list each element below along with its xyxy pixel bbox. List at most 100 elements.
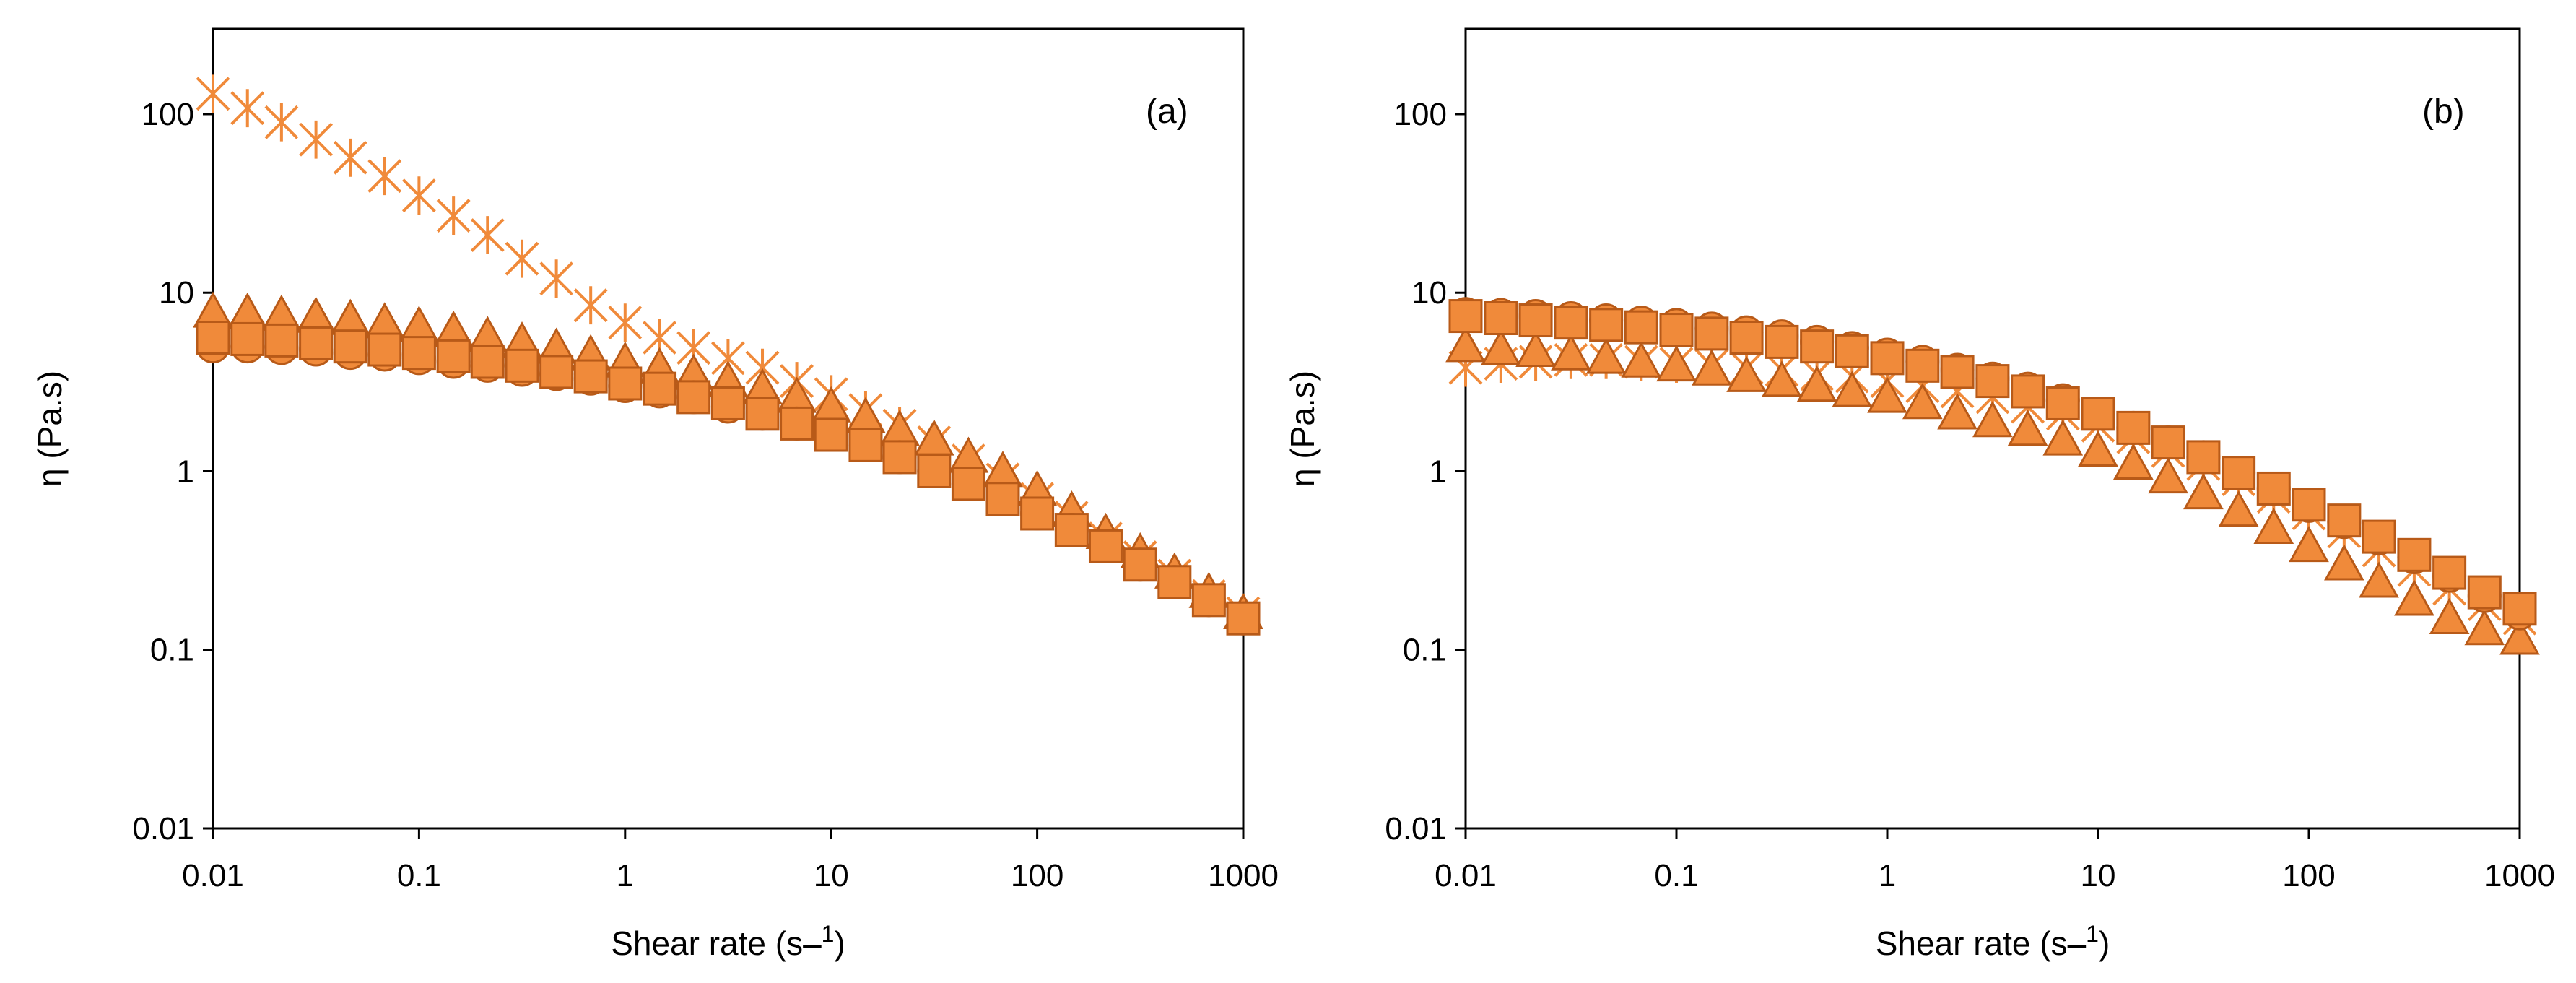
x-tick-label: 1000	[2484, 858, 2555, 893]
data-point-square	[2081, 397, 2115, 431]
y-tick-label: 1	[177, 454, 194, 489]
x-tick-label: 10	[2081, 858, 2116, 893]
data-point-cross-star	[539, 259, 574, 298]
series-square	[196, 320, 1261, 636]
data-point-square	[1020, 496, 1055, 531]
data-point-square	[367, 332, 402, 367]
x-tick-label: 0.1	[1654, 858, 1698, 893]
data-point-square	[196, 320, 230, 355]
data-point-triangle	[1656, 345, 1697, 382]
data-point-square	[1765, 324, 1799, 359]
data-point-square	[1054, 513, 1089, 547]
data-point-square	[608, 366, 643, 401]
data-point-square	[951, 467, 985, 501]
data-points-a	[193, 74, 1263, 636]
data-point-square	[1870, 341, 1905, 376]
y-tick-label: 100	[142, 97, 194, 132]
data-point-cross-star	[299, 120, 334, 159]
data-point-square	[230, 321, 265, 356]
data-point-square	[505, 348, 539, 383]
data-point-square	[676, 380, 711, 415]
data-point-square	[2256, 471, 2291, 506]
data-point-square	[882, 440, 917, 475]
data-point-triangle	[1726, 355, 1767, 392]
x-tick-label: 1000	[1208, 858, 1279, 893]
data-point-square	[2222, 456, 2256, 490]
data-point-square	[333, 329, 367, 364]
x-tick-label: 0.1	[397, 858, 441, 893]
data-point-triangle	[2007, 410, 2048, 446]
y-axis-ticks-a: 0.01 0.1 1 10 100	[132, 97, 213, 846]
x-tick-label: 100	[1011, 858, 1063, 893]
data-point-triangle	[1692, 349, 1732, 386]
data-point-square	[1191, 583, 1226, 618]
data-point-triangle	[2113, 443, 2154, 480]
data-point-square	[1484, 301, 1518, 336]
data-point-triangle	[2078, 430, 2118, 467]
chart-panel-a: 0.01 0.1 1 10 100 0.01 0.1 1 10 100 1000 (a) η (P…	[31, 27, 1279, 962]
data-point-cross-star	[367, 157, 402, 196]
data-point-cross-star	[230, 89, 265, 128]
data-point-square	[401, 336, 436, 371]
data-point-square	[1905, 348, 1940, 383]
data-point-triangle	[1621, 341, 1662, 378]
data-point-square	[2432, 555, 2467, 590]
x-tick-label: 0.01	[1435, 858, 1497, 893]
data-point-cross-star	[608, 303, 643, 342]
data-point-square	[264, 323, 299, 358]
data-points-b	[1445, 297, 2540, 655]
data-point-square	[2397, 537, 2432, 572]
data-point-square	[436, 339, 471, 373]
y-axis-ticks-b: 0.01 0.1 1 10 100	[1385, 97, 1466, 846]
data-point-triangle	[2394, 579, 2434, 616]
data-point-cross-star	[333, 138, 367, 177]
data-point-triangle	[2042, 419, 2084, 456]
y-tick-label: 0.01	[1385, 811, 1447, 846]
data-point-square	[848, 428, 883, 462]
data-point-square	[2362, 519, 2396, 554]
data-point-square	[1694, 316, 1729, 351]
data-point-square	[2116, 410, 2151, 445]
data-point-triangle	[2499, 618, 2540, 655]
data-point-triangle	[2148, 457, 2188, 494]
data-point-cross-star	[505, 239, 539, 278]
data-point-triangle	[1832, 371, 1873, 407]
data-point-square	[917, 454, 952, 488]
data-point-triangle	[1585, 337, 1627, 374]
data-point-square	[2502, 592, 2537, 626]
data-point-square	[745, 397, 780, 431]
data-point-triangle	[1515, 330, 1556, 368]
data-point-triangle	[2289, 525, 2329, 563]
data-point-square	[1659, 313, 1694, 347]
data-point-triangle	[1796, 365, 1837, 402]
data-point-square	[1088, 529, 1123, 563]
data-point-triangle	[2183, 472, 2224, 510]
data-point-cross-star	[264, 103, 299, 142]
data-point-square	[1518, 303, 1553, 338]
x-tick-label: 10	[814, 858, 849, 893]
data-point-cross-star	[436, 196, 471, 235]
data-point-triangle	[1972, 401, 2013, 438]
data-point-square	[814, 417, 848, 452]
data-point-square	[539, 355, 574, 389]
series-square	[1448, 299, 2537, 626]
panel-label-a: (a)	[1146, 92, 1188, 131]
data-point-triangle	[1902, 383, 1943, 420]
panel-label-b: (b)	[2422, 92, 2465, 131]
data-point-triangle	[2253, 507, 2294, 545]
data-point-triangle	[2429, 597, 2470, 634]
data-point-square	[1940, 355, 1975, 389]
y-axis-title-b: η (Pa.s)	[1284, 371, 1321, 487]
data-point-square	[2011, 374, 2045, 409]
data-point-triangle	[2218, 490, 2259, 527]
y-tick-label: 0.1	[150, 633, 194, 668]
data-point-triangle	[1445, 326, 1486, 363]
data-point-cross-star	[401, 176, 436, 215]
x-axis-title-a: Shear rate (s–1)	[611, 921, 845, 962]
series-triangle	[1445, 326, 2540, 655]
data-point-cross-star	[573, 286, 608, 325]
y-tick-label: 1	[1430, 454, 1447, 489]
data-point-triangle	[2359, 561, 2399, 598]
data-point-square	[710, 386, 745, 420]
chart-panel-b: 0.01 0.1 1 10 100 0.01 0.1 1 10 100 1000 (b) η (P…	[1284, 27, 2555, 962]
